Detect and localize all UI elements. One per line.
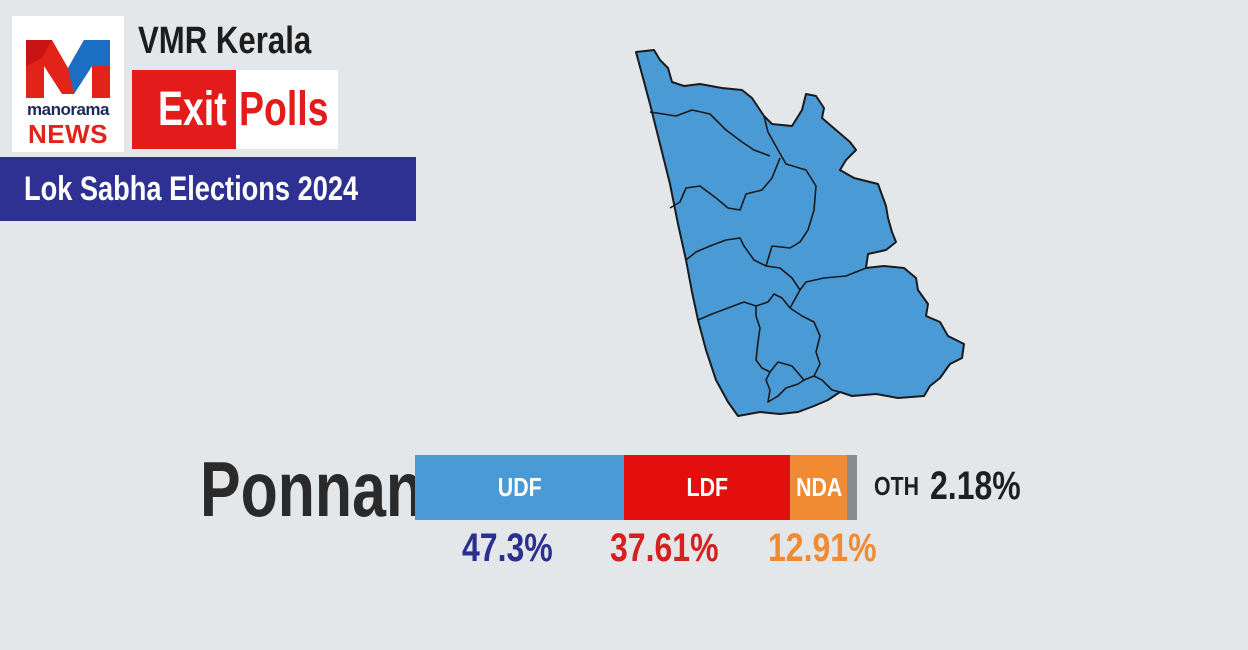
election-title: Lok Sabha Elections 2024 [24, 170, 359, 208]
map-boundary [765, 245, 773, 267]
vote-share-bar: UDF LDF NDA [415, 455, 857, 520]
constituency-map [635, 49, 965, 417]
oth-percent: 2.18% [930, 464, 1021, 508]
constituency-name: Ponnani [200, 445, 440, 533]
map-boundary [765, 371, 805, 403]
map-boundary [763, 115, 817, 249]
udf-percent: 47.3% [462, 526, 553, 570]
map-boundary [649, 109, 771, 157]
bar-label-ldf: LDF [686, 472, 728, 502]
oth-label: OTH [874, 471, 920, 501]
exit-polls-banner: Exit Polls [132, 70, 338, 149]
bar-label-udf: UDF [497, 472, 542, 502]
poll-source: VMR Kerala [138, 20, 312, 62]
logo-text-manorama: manorama [27, 100, 109, 119]
map-boundary [755, 306, 821, 381]
map-boundary [669, 157, 781, 211]
bar-segment-ldf: LDF [624, 455, 791, 520]
ldf-percent: 37.61% [610, 526, 719, 570]
election-banner: Lok Sabha Elections 2024 [0, 157, 416, 221]
manorama-m-icon [22, 26, 114, 102]
map-boundary [813, 375, 841, 393]
bar-segment-udf: UDF [415, 455, 625, 520]
manorama-news-logo: manorama NEWS [12, 16, 124, 152]
exit-word: Exit [158, 83, 227, 136]
map-boundary [697, 289, 801, 321]
polls-word: Polls [239, 83, 329, 136]
exit-red-block [132, 70, 236, 149]
logo-text-news: NEWS [28, 119, 108, 149]
map-outline [635, 49, 965, 417]
bar-segment-oth [847, 455, 857, 520]
nda-percent: 12.91% [768, 526, 877, 570]
bar-label-nda: NDA [795, 472, 842, 502]
bar-segment-nda: NDA [790, 455, 848, 520]
